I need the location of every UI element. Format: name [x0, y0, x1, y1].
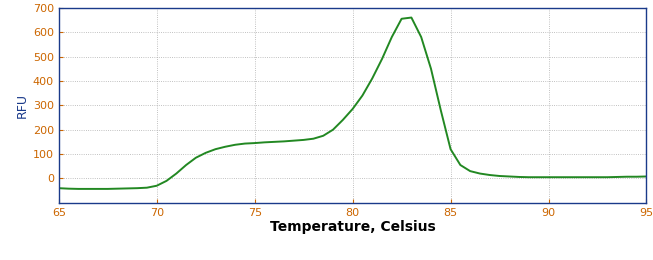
Y-axis label: RFU: RFU — [16, 93, 29, 118]
X-axis label: Temperature, Celsius: Temperature, Celsius — [270, 220, 436, 235]
